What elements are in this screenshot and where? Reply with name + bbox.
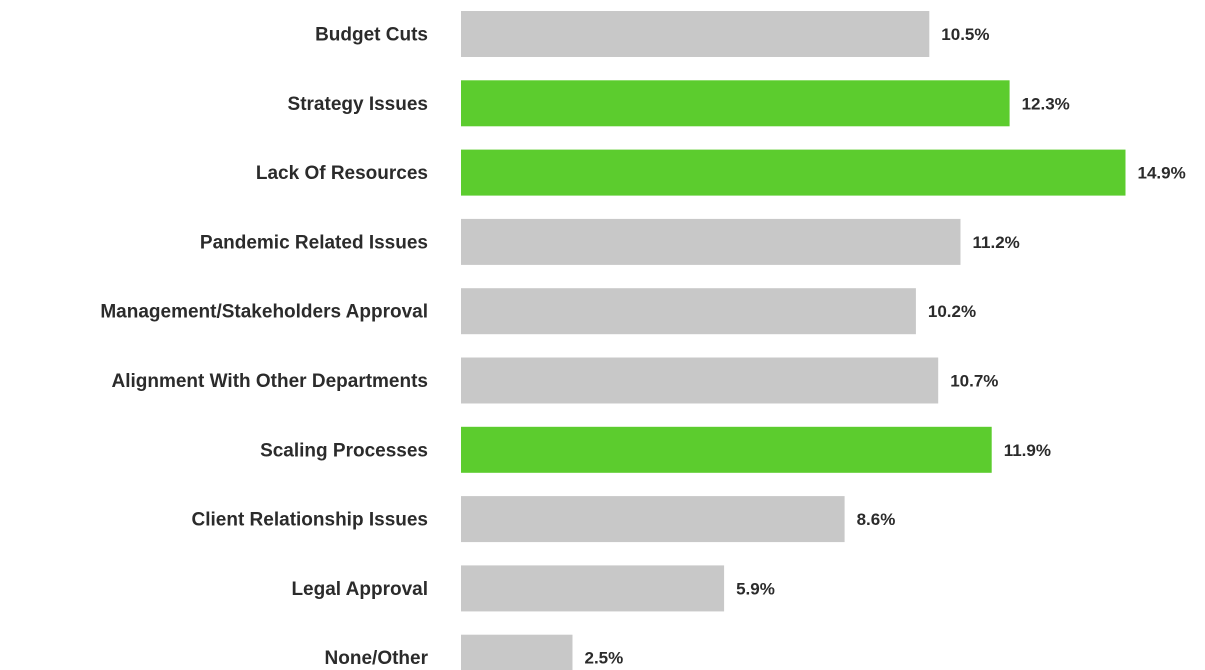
bar <box>461 149 1126 196</box>
bar <box>461 634 573 670</box>
bar <box>461 11 930 57</box>
category-label: Legal Approval <box>291 579 428 600</box>
category-label: Scaling Processes <box>260 440 428 461</box>
bar <box>461 288 916 335</box>
category-label: Client Relationship Issues <box>192 510 429 531</box>
category-label: None/Other <box>325 648 429 669</box>
bar <box>461 218 961 265</box>
bar <box>461 496 845 543</box>
value-label: 11.2% <box>973 233 1020 252</box>
category-label: Strategy Issues <box>288 94 428 115</box>
value-label: 10.7% <box>950 372 998 391</box>
bar <box>461 565 725 612</box>
value-label: 2.5% <box>585 649 624 668</box>
category-label: Management/Stakeholders Approval <box>100 302 428 323</box>
value-label: 5.9% <box>736 579 775 598</box>
value-label: 8.6% <box>857 510 896 529</box>
bar <box>461 357 939 404</box>
value-label: 12.3% <box>1022 94 1070 113</box>
category-label: Lack Of Resources <box>256 163 428 184</box>
category-label: Alignment With Other Departments <box>111 371 428 392</box>
value-label: 14.9% <box>1138 164 1186 183</box>
category-label: Budget Cuts <box>315 25 428 46</box>
category-label: Pandemic Related Issues <box>200 232 428 253</box>
value-label: 11.9% <box>1004 441 1051 460</box>
bar <box>461 426 992 473</box>
bar <box>461 80 1010 127</box>
value-label: 10.5% <box>941 25 989 44</box>
value-label: 10.2% <box>928 302 976 321</box>
